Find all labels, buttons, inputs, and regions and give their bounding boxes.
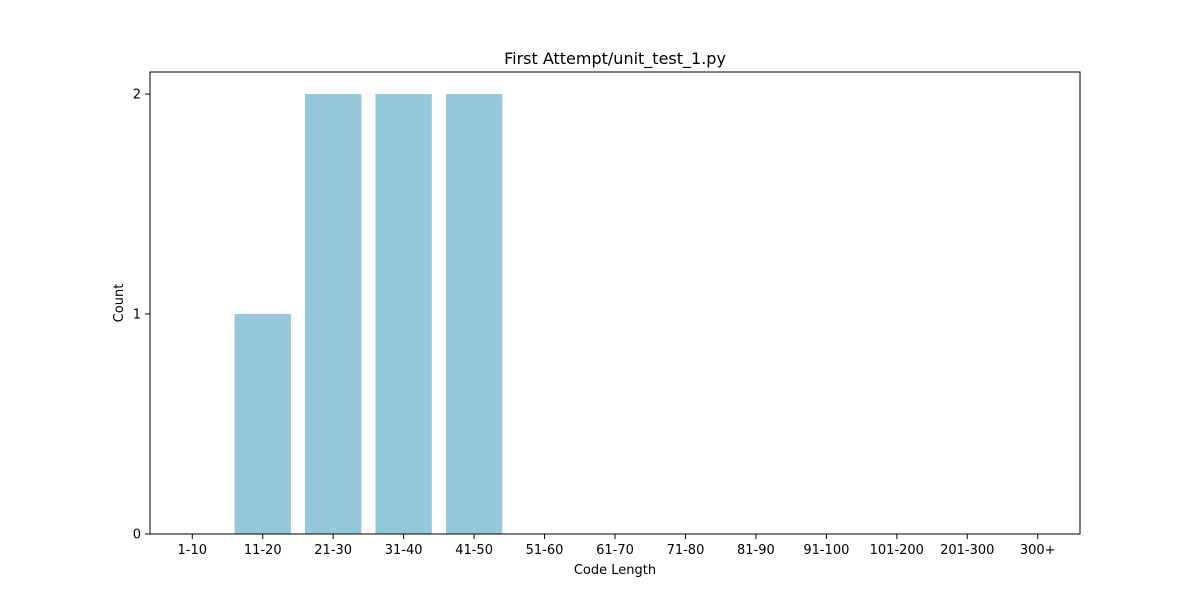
x-tick-label: 101-200 xyxy=(870,543,924,558)
x-tick-label: 71-80 xyxy=(667,543,705,558)
x-axis-ticks: 1-10 11-20 21-30 31-40 41-50 51-60 61-70 71-80 8… xyxy=(178,534,1056,558)
x-tick-label: 300+ xyxy=(1020,543,1056,558)
x-tick-label: 21-30 xyxy=(314,543,352,558)
bar-11-20 xyxy=(234,314,291,534)
y-tick-label: 2 xyxy=(133,88,141,103)
x-tick-label: 91-100 xyxy=(803,543,849,558)
x-tick-label: 61-70 xyxy=(596,543,634,558)
x-tick-label: 51-60 xyxy=(526,543,564,558)
y-tick-label: 0 xyxy=(133,528,141,543)
bar-21-30 xyxy=(305,94,362,534)
bar-31-40 xyxy=(375,94,432,534)
x-tick-label: 11-20 xyxy=(244,543,282,558)
y-axis-label: Count xyxy=(112,284,127,323)
x-tick-label: 41-50 xyxy=(455,543,493,558)
x-tick-label: 1-10 xyxy=(178,543,208,558)
bar-41-50 xyxy=(445,94,503,534)
x-tick-label: 201-300 xyxy=(940,543,994,558)
x-tick-label: 81-90 xyxy=(737,543,775,558)
y-tick-label: 1 xyxy=(133,308,141,323)
chart-title: First Attempt/unit_test_1.py xyxy=(504,49,726,69)
bars-group xyxy=(234,94,503,534)
y-axis-ticks: 0 1 2 xyxy=(133,88,150,543)
x-axis-label: Code Length xyxy=(574,563,656,578)
x-tick-label: 31-40 xyxy=(385,543,423,558)
